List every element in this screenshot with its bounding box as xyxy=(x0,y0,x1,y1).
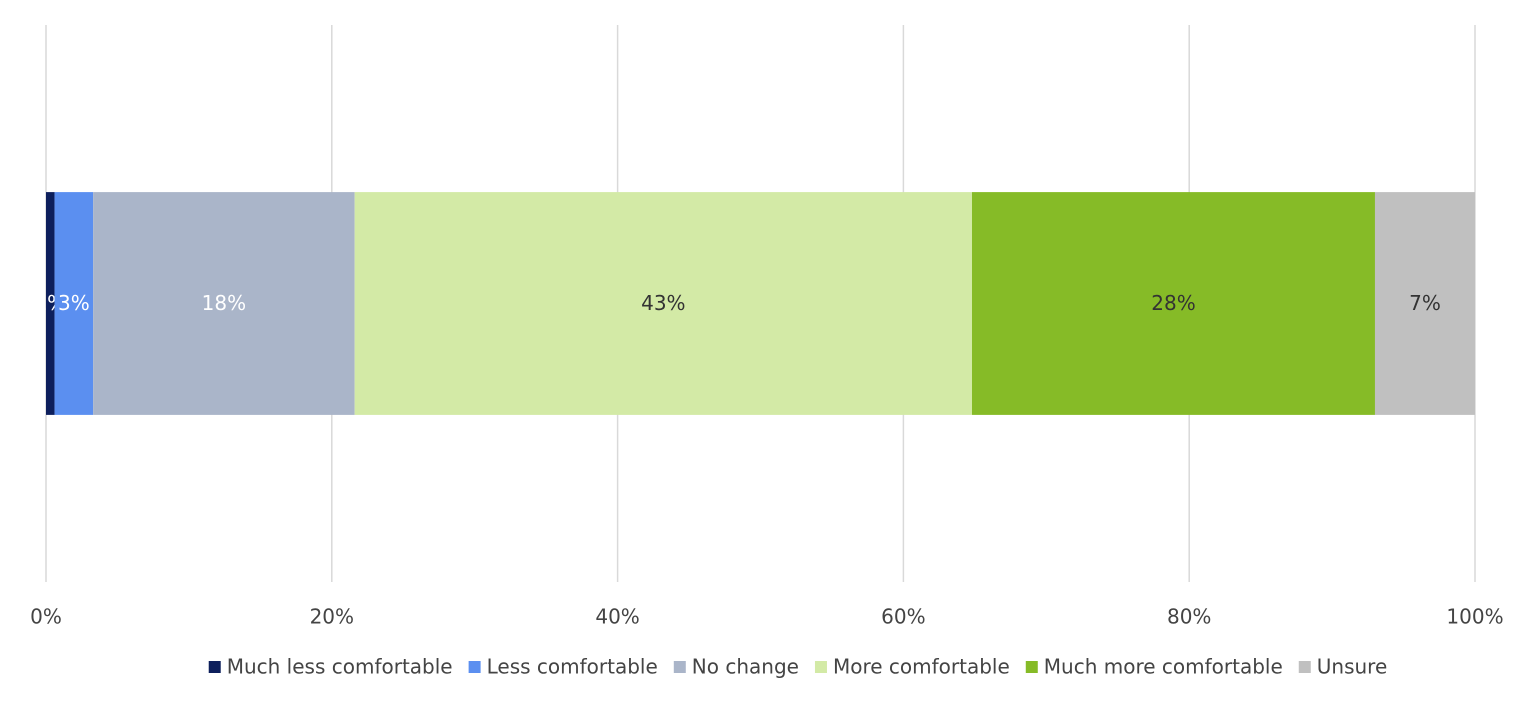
legend-label: More comfortable xyxy=(833,655,1010,679)
data-label: 18% xyxy=(202,291,246,315)
bar-segment xyxy=(354,192,972,415)
x-tick-label: 80% xyxy=(1167,605,1211,629)
bar-segment xyxy=(93,192,355,415)
legend-label: Less comfortable xyxy=(487,655,658,679)
x-tick-label: 60% xyxy=(881,605,925,629)
bar-segment xyxy=(54,192,94,415)
legend-label: Much more comfortable xyxy=(1044,655,1283,679)
legend-label: No change xyxy=(692,655,799,679)
bar-segment xyxy=(971,192,1375,415)
x-tick-label: 100% xyxy=(1446,605,1503,629)
data-label: 7% xyxy=(1409,291,1441,315)
legend-swatch xyxy=(1025,661,1038,673)
legend-label: Unsure xyxy=(1317,655,1388,679)
bar-segment xyxy=(1374,192,1475,415)
legend-swatch xyxy=(208,661,221,673)
x-tick-label: 20% xyxy=(310,605,354,629)
x-tick-label: 0% xyxy=(30,605,62,629)
legend-swatch xyxy=(468,661,481,673)
bar-segment xyxy=(46,192,55,415)
legend-label: Much less comfortable xyxy=(227,655,453,679)
data-label: 3% xyxy=(58,291,90,315)
legend-swatch xyxy=(1298,661,1311,673)
data-label: 28% xyxy=(1151,291,1195,315)
data-label: 43% xyxy=(641,291,685,315)
x-tick-label: 40% xyxy=(595,605,639,629)
legend-swatch xyxy=(673,661,686,673)
legend-swatch xyxy=(814,661,827,673)
